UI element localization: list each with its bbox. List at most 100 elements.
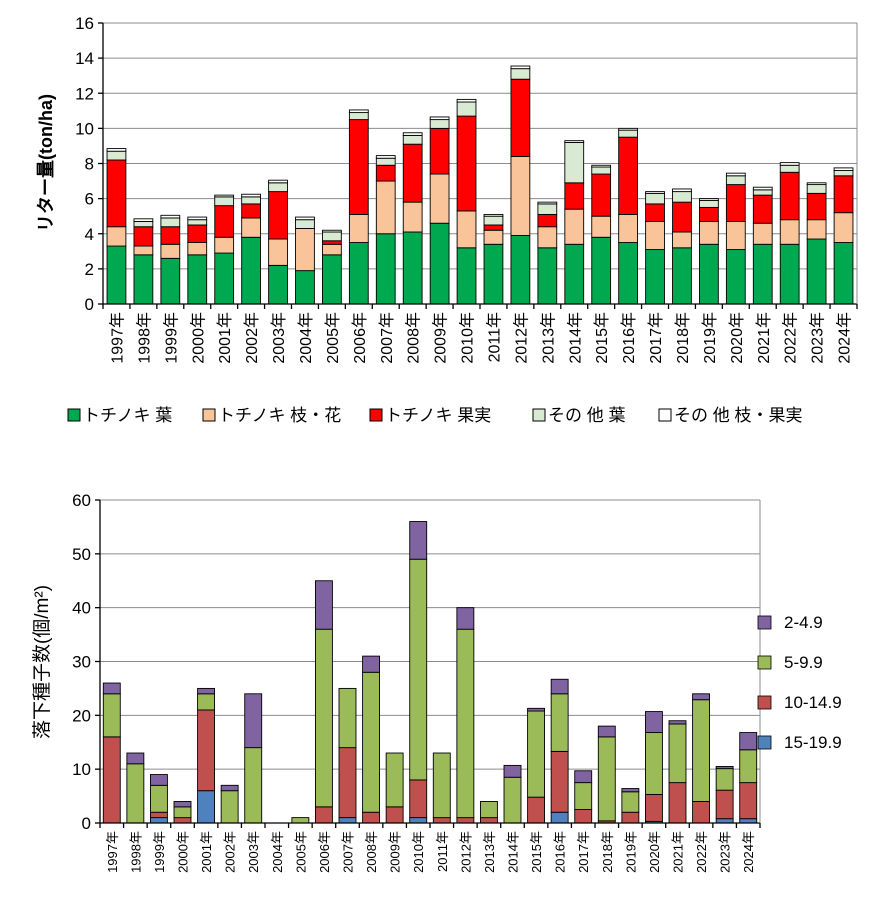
bar-segment-1998年-トチノキ 果実 (133, 226, 154, 247)
bar-segment-1999年-10-14.9 (149, 811, 168, 819)
y-tick-label: 40 (72, 599, 91, 618)
bar-segment-1997年-トチノキ 果実 (106, 159, 127, 228)
x-category-label: 1999年 (152, 831, 167, 873)
bar-segment-2022年-5-9.9 (692, 699, 711, 802)
bar-segment-2024年-5-9.9 (739, 749, 758, 784)
x-category-label: 2017年 (576, 831, 591, 873)
bar-segment-2021年-10-14.9 (668, 782, 687, 824)
bar-segment-2021年-トチノキ 枝・花 (752, 222, 773, 245)
bar-segment-2016年-トチノキ 枝・花 (618, 213, 638, 243)
bar-segment-2002年-その 他 葉 (241, 196, 261, 205)
seed-chart: 0 10 20 30 40 50 60 1997年 1998年 1999年 2000年 2001年 2… (31, 491, 842, 873)
bar-segment-2012年-トチノキ 枝・花 (510, 156, 531, 236)
x-category-label: 2005年 (293, 831, 308, 873)
bar-segment-2000年-2-4.9 (173, 801, 192, 808)
bar-segment-1998年-トチノキ 枝・花 (133, 245, 154, 256)
bar-segment-2001年-トチノキ 葉 (214, 252, 235, 305)
bar-segment-2012年-5-9.9 (456, 628, 475, 819)
bar-segment-2003年-その 他 枝・果実 (268, 179, 288, 184)
bar-segment-2011年-その 他 枝・果実 (483, 213, 504, 217)
bar-segment-2002年-5-9.9 (220, 790, 239, 824)
bar-segment-2005年-トチノキ 枝・花 (322, 243, 342, 256)
x-category-label: 2019年 (701, 312, 719, 364)
x-category-label: 2012年 (458, 831, 473, 873)
legend-label: トチノキ 葉 (83, 406, 172, 425)
bar-segment-2014年-トチノキ 葉 (564, 243, 585, 305)
bar-segment-1998年-その 他 枝・果実 (133, 218, 154, 222)
bar-segment-2009年-5-9.9 (385, 752, 404, 808)
bar-segment-2001年-トチノキ 果実 (214, 205, 235, 238)
bar-segment-2004年-その 他 葉 (295, 219, 315, 229)
bar-segment-2013年-10-14.9 (479, 817, 498, 824)
bar-segment-2015年-トチノキ 果実 (591, 173, 612, 217)
bar-segment-2000年-トチノキ 枝・花 (187, 242, 208, 256)
bar-segment-2024年-その 他 枝・果実 (833, 167, 854, 171)
x-category-label: 2003年 (246, 831, 261, 873)
x-category-label: 2022年 (694, 831, 709, 873)
legend-swatch (757, 735, 772, 750)
bar-segment-2016年-その 他 葉 (618, 129, 638, 138)
bar-segment-1998年-5-9.9 (126, 763, 145, 824)
bar-segment-2019年-その 他 葉 (699, 199, 719, 208)
bar-segment-2020年-2-4.9 (644, 711, 663, 734)
bar-segment-2020年-その 他 枝・果実 (725, 172, 746, 177)
bar-segment-2005年-その 他 葉 (322, 231, 342, 242)
bar-segment-2005年-5-9.9 (291, 817, 310, 824)
bar-segment-2006年-トチノキ 枝・花 (348, 213, 369, 243)
x-category-label: 2014年 (566, 312, 584, 364)
bar-segment-2018年-その 他 枝・果実 (672, 188, 692, 193)
bar-segment-2018年-トチノキ 果実 (672, 201, 692, 233)
bar-segment-2020年-その 他 葉 (725, 175, 746, 186)
bar-segment-2003年-トチノキ 果実 (268, 191, 288, 240)
bar-segment-2009年-その 他 葉 (429, 119, 450, 129)
legend-label: その 他 枝・果実 (674, 406, 802, 425)
bar-segment-2024年-10-14.9 (739, 782, 758, 820)
bar-segment-2017年-トチノキ 果実 (645, 203, 665, 222)
x-category-label: 2004年 (297, 312, 315, 364)
bar-segment-2008年-2-4.9 (362, 655, 381, 673)
bar-segment-2011年-その 他 葉 (483, 215, 504, 226)
bar-segment-2003年-2-4.9 (244, 693, 263, 749)
bar-segment-2001年-5-9.9 (197, 693, 216, 711)
bar-segment-1997年-トチノキ 枝・花 (106, 226, 127, 247)
legend-swatch (658, 408, 672, 422)
bar-segment-2014年-その 他 枝・果実 (564, 140, 585, 143)
bar-segment-2001年-15-19.9 (197, 790, 216, 824)
legend-label: 2-4.9 (784, 613, 823, 632)
bar-segment-2008年-その 他 葉 (402, 134, 423, 145)
legend-swatch (369, 408, 383, 422)
bar-segment-2007年-10-14.9 (338, 747, 357, 819)
x-category-label: 2020年 (647, 831, 662, 873)
x-category-label: 2016年 (553, 831, 568, 873)
bar-segment-2012年-10-14.9 (456, 817, 475, 824)
legend-label: トチノキ 果実 (385, 406, 491, 425)
legend-swatch (67, 408, 81, 422)
bar-segment-1998年-2-4.9 (126, 752, 145, 765)
bar-segment-2005年-トチノキ 果実 (322, 240, 342, 245)
x-category-label: 2011年 (435, 831, 450, 872)
bar-segment-2012年-その 他 枝・果実 (510, 65, 531, 70)
bar-segment-2007年-トチノキ 葉 (375, 233, 396, 305)
bar-segment-1997年-その 他 枝・果実 (106, 148, 127, 152)
y-tick-label: 6 (85, 190, 94, 209)
bar-segment-2001年-10-14.9 (197, 709, 216, 792)
x-category-label: 2010年 (459, 312, 477, 364)
bar-segment-2022年-その 他 葉 (779, 164, 800, 173)
bar-segment-2001年-その 他 葉 (214, 196, 235, 207)
bar-segment-2020年-トチノキ 枝・花 (725, 221, 746, 251)
bar-segment-2015年-2-4.9 (527, 707, 546, 712)
bar-segment-2000年-5-9.9 (173, 806, 192, 819)
bar-segment-2008年-トチノキ 果実 (402, 143, 423, 203)
x-category-label: 2008年 (364, 831, 379, 873)
bar-segment-2000年-トチノキ 果実 (187, 224, 208, 243)
bar-segment-2010年-15-19.9 (409, 817, 428, 824)
bar-segment-2018年-その 他 葉 (672, 191, 692, 203)
x-category-label: 2019年 (623, 831, 638, 873)
bar-segment-2019年-トチノキ 枝・花 (699, 221, 719, 245)
bar-segment-2002年-トチノキ 枝・花 (241, 217, 261, 238)
litter-chart: 0 2 4 6 8 10 12 14 16 1997年 1998年 1999年 2000年 2001年 2… (35, 14, 858, 425)
bar-segment-2010年-2-4.9 (409, 521, 428, 560)
bar-segment-2017年-2-4.9 (574, 770, 593, 784)
legend-swatch (757, 695, 772, 710)
legend-swatch (532, 408, 546, 422)
